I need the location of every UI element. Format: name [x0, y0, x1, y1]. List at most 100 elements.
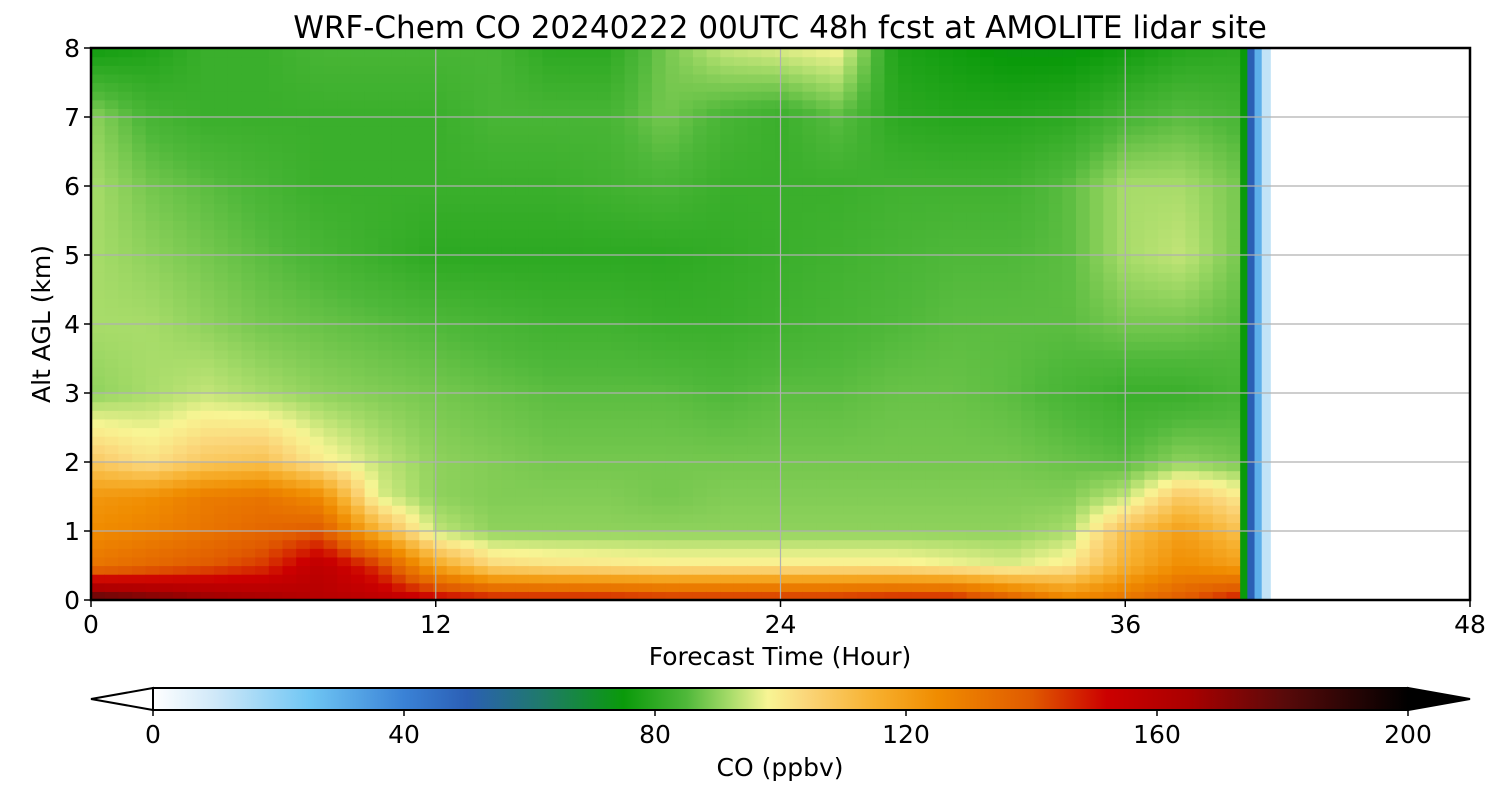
heatmap-cell [296, 272, 311, 282]
heatmap-cell [884, 186, 899, 196]
heatmap-cell [364, 427, 379, 437]
heatmap-cell [1062, 393, 1077, 403]
heatmap-cell [624, 134, 639, 144]
heatmap-cell [132, 384, 147, 394]
heatmap-cell [515, 99, 530, 109]
heatmap-cell [433, 513, 448, 523]
heatmap-cell [118, 177, 133, 187]
heatmap-cell [460, 151, 475, 161]
heatmap-cell [378, 591, 393, 600]
heatmap-cell [268, 220, 284, 230]
heatmap-cell [1076, 574, 1091, 584]
heatmap-cell [925, 375, 940, 385]
heatmap-cell [323, 453, 338, 463]
heatmap-cell [802, 548, 817, 558]
heatmap-cell [433, 401, 448, 411]
heatmap-cell [556, 427, 571, 437]
heatmap-cell [720, 332, 735, 342]
heatmap-cell [651, 229, 667, 239]
heatmap-cell [446, 410, 461, 420]
heatmap-cell [433, 255, 448, 265]
heatmap-cell [282, 177, 297, 187]
heatmap-cell [1130, 358, 1145, 368]
heatmap-cell [1076, 513, 1091, 523]
heatmap-cell [802, 298, 817, 308]
heatmap-cell [1130, 539, 1145, 549]
heatmap-cell [1117, 108, 1132, 118]
heatmap-cell [665, 462, 680, 472]
heatmap-cell [884, 272, 899, 282]
heatmap-cell [159, 298, 174, 308]
heatmap-cell [309, 168, 325, 178]
heatmap-cell [720, 556, 735, 567]
heatmap-cell [1034, 427, 1050, 437]
heatmap-cell [925, 531, 940, 541]
heatmap-cell [159, 470, 174, 480]
heatmap-cell [679, 280, 694, 291]
heatmap-cell [1007, 418, 1022, 429]
heatmap-cell [296, 151, 311, 161]
heatmap-cell [706, 263, 721, 273]
heatmap-cell [610, 280, 626, 291]
heatmap-cell [775, 556, 790, 567]
heatmap-cell [364, 65, 379, 75]
heatmap-cell [364, 203, 379, 213]
heatmap-cell [624, 56, 639, 66]
heatmap-cell [528, 496, 544, 506]
heatmap-cell [870, 513, 886, 523]
heatmap-cell [200, 556, 215, 567]
heatmap-cell [1034, 565, 1050, 575]
heatmap-cell [241, 220, 256, 230]
heatmap-cell [460, 487, 475, 498]
heatmap-cell [433, 462, 448, 472]
heatmap-cell [132, 151, 147, 161]
heatmap-cell [993, 48, 1009, 58]
heatmap-cell [460, 160, 475, 170]
heatmap-cell [132, 108, 147, 118]
heatmap-cell [104, 548, 119, 558]
heatmap-cell [433, 108, 448, 118]
heatmap-cell [446, 436, 461, 446]
heatmap-cell [227, 168, 243, 178]
heatmap-cell [679, 453, 694, 463]
heatmap-cell [159, 211, 174, 222]
heatmap-cell [132, 272, 147, 282]
heatmap-cell [556, 367, 571, 377]
heatmap-cell [1144, 160, 1159, 170]
heatmap-cell [515, 142, 530, 153]
heatmap-cell [91, 539, 106, 549]
heatmap-cell [624, 531, 639, 541]
heatmap-cell [364, 237, 379, 247]
heatmap-cell [1062, 168, 1077, 178]
heatmap-cell [884, 246, 899, 256]
heatmap-cell [884, 160, 899, 170]
heatmap-cell [638, 177, 653, 187]
heatmap-cell [200, 496, 215, 506]
heatmap-cell [911, 237, 927, 247]
heatmap-cell [898, 401, 913, 411]
heatmap-cell [843, 401, 858, 411]
heatmap-cell [337, 513, 352, 523]
heatmap-cell [405, 410, 420, 420]
heatmap-cell [1103, 108, 1118, 118]
heatmap-cell [583, 65, 598, 75]
heatmap-cell [186, 134, 202, 144]
heatmap-cell [597, 341, 612, 351]
heatmap-cell [241, 91, 256, 101]
heatmap-cell [214, 332, 229, 342]
heatmap-cell [364, 56, 379, 66]
heatmap-cell [405, 65, 420, 75]
heatmap-cell [706, 427, 721, 437]
heatmap-cell [952, 289, 968, 299]
heatmap-cell [665, 470, 680, 480]
heatmap-cell [378, 522, 393, 532]
heatmap-cell [104, 565, 119, 575]
heatmap-cell [446, 289, 461, 299]
heatmap-cell [91, 358, 106, 368]
heatmap-cell [364, 410, 379, 420]
heatmap-cell [816, 151, 831, 161]
heatmap-cell [651, 496, 667, 506]
heatmap-cell [159, 99, 174, 109]
heatmap-cell [706, 462, 721, 472]
heatmap-cell [460, 496, 475, 506]
